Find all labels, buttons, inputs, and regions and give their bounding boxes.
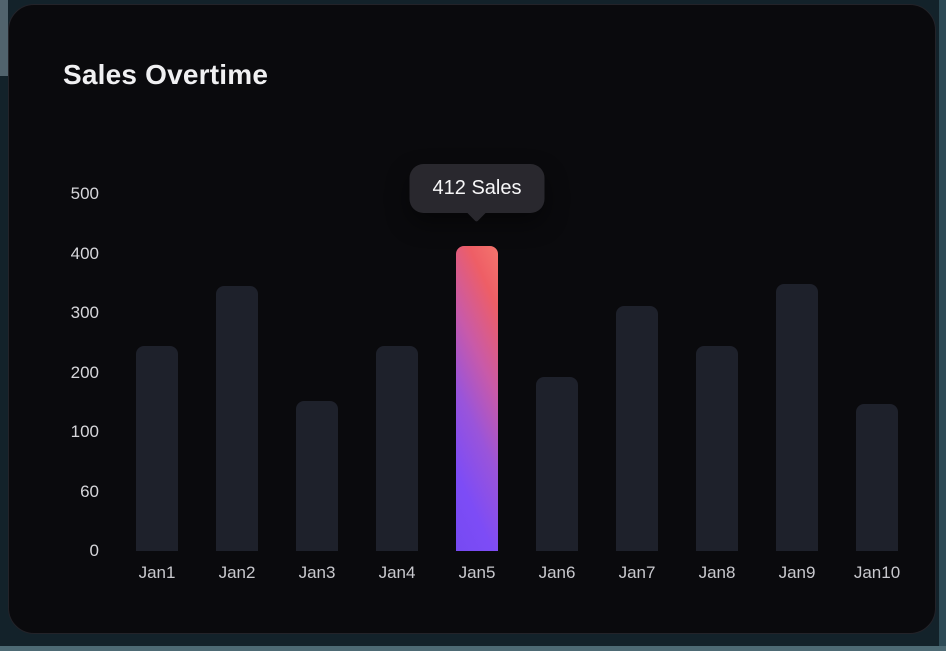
page-background-edge-bottom xyxy=(0,646,946,651)
tooltip-pointer-icon xyxy=(466,201,488,223)
x-axis-label-jan5: Jan5 xyxy=(458,563,496,582)
x-axis-label-jan10: Jan10 xyxy=(853,563,901,582)
bar-jan8[interactable] xyxy=(696,346,738,551)
x-axis-label-jan8: Jan8 xyxy=(698,563,736,582)
chart-title: Sales Overtime xyxy=(63,59,269,90)
plot-area: 0 60 100 200 300 400 500 Jan1 Jan2 Jan3 Jan4 Jan5 J… xyxy=(9,5,935,633)
x-axis-label-jan3: Jan3 xyxy=(298,563,336,582)
chart-card: Sales Overtime 0 60 100 200 300 400 500 Jan1 Ja… xyxy=(8,4,936,634)
tooltip-value: 412 Sales xyxy=(432,177,522,200)
x-axis-label-jan2: Jan2 xyxy=(218,563,256,582)
bar-jan7[interactable] xyxy=(616,305,658,551)
y-axis-tick-300: 300 xyxy=(70,303,99,322)
bar-jan2[interactable] xyxy=(216,286,258,551)
bar-jan9[interactable] xyxy=(776,284,818,551)
bar-jan10[interactable] xyxy=(856,404,898,551)
y-axis-tick-500: 500 xyxy=(70,184,99,203)
bar-jan4[interactable] xyxy=(376,346,418,551)
page-background-edge-right xyxy=(939,0,946,651)
x-axis-label-jan9: Jan9 xyxy=(778,563,816,582)
y-axis-tick-60: 60 xyxy=(80,481,99,501)
x-axis-label-jan1: Jan1 xyxy=(138,563,176,582)
bar-jan5[interactable] xyxy=(456,246,498,551)
page-background-edge-top-left xyxy=(0,0,8,76)
y-axis-tick-100: 100 xyxy=(70,422,99,441)
y-axis-tick-0: 0 xyxy=(89,541,99,560)
x-axis-label-jan7: Jan7 xyxy=(618,563,656,582)
bar-jan1[interactable] xyxy=(136,346,178,551)
tooltip: 412 Sales xyxy=(409,164,545,223)
x-axis-label-jan6: Jan6 xyxy=(538,563,576,582)
x-axis-label-jan4: Jan4 xyxy=(378,563,416,582)
y-axis-tick-200: 200 xyxy=(70,362,99,382)
bar-jan3[interactable] xyxy=(296,401,338,551)
y-axis-tick-400: 400 xyxy=(70,243,99,263)
bar-jan6[interactable] xyxy=(536,377,578,551)
